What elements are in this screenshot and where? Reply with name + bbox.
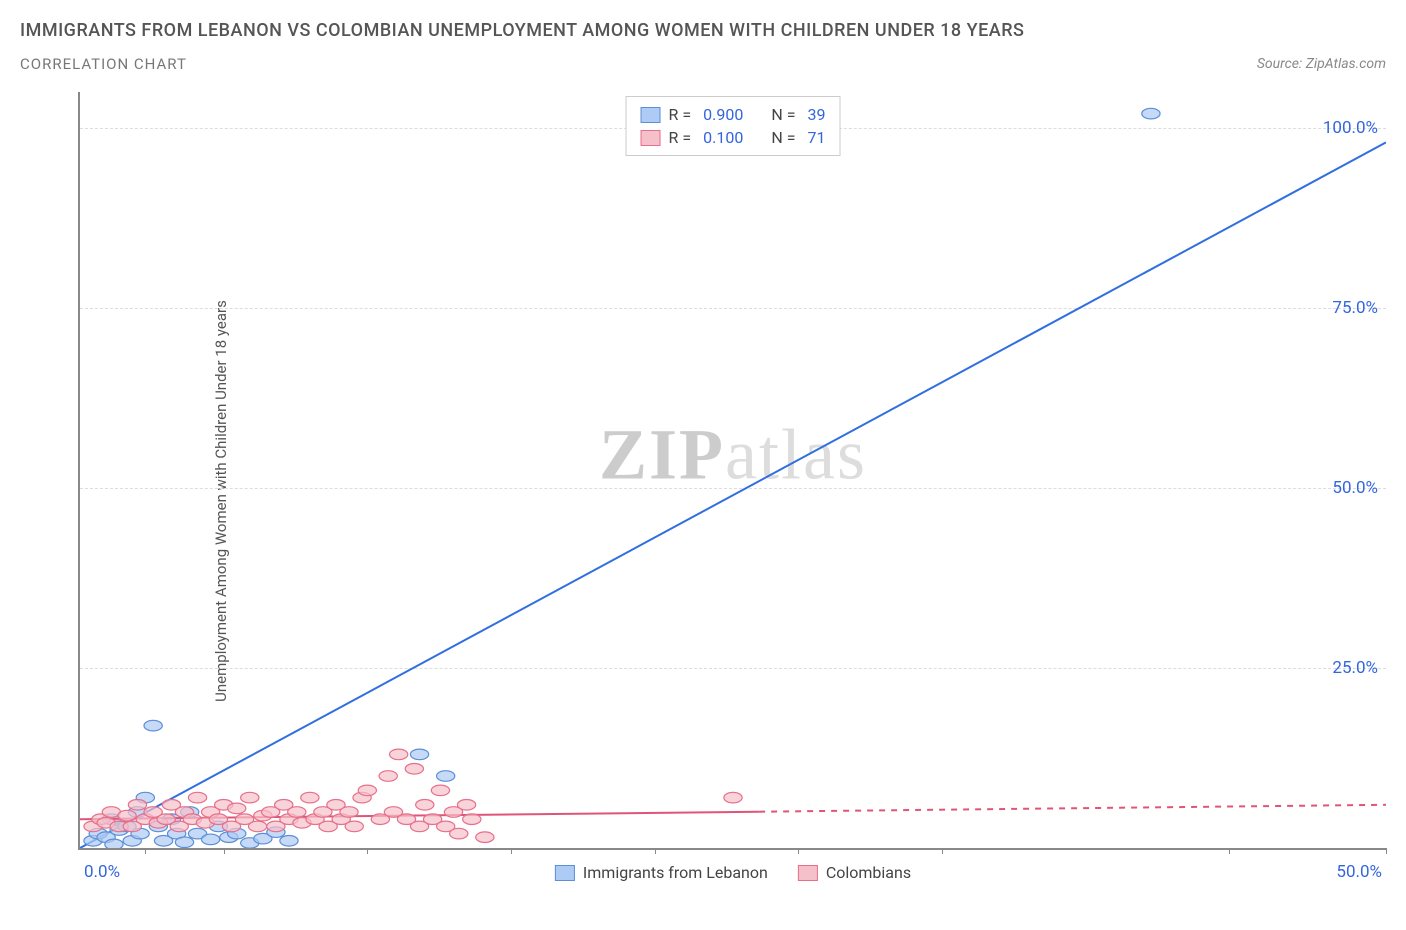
chart-title: IMMIGRANTS FROM LEBANON VS COLOMBIAN UNE… xyxy=(20,20,1386,41)
legend-item-lebanon: Immigrants from Lebanon xyxy=(555,863,768,882)
legend-row-lebanon: R = 0.900 N = 39 xyxy=(641,103,826,126)
chart-subtitle: CORRELATION CHART xyxy=(20,55,187,73)
r-value-colombians: 0.100 xyxy=(703,128,743,147)
swatch-lebanon-icon xyxy=(555,865,575,881)
n-value-lebanon: 39 xyxy=(807,105,825,124)
x-tick xyxy=(655,848,656,854)
chart-container: Unemployment Among Women with Children U… xyxy=(20,92,1386,910)
x-tick xyxy=(367,848,368,854)
r-value-lebanon: 0.900 xyxy=(703,105,743,124)
x-tick xyxy=(942,848,943,854)
legend-row-colombians: R = 0.100 N = 71 xyxy=(641,126,826,149)
x-tick xyxy=(1229,848,1230,854)
x-axis-min-label: 0.0% xyxy=(84,862,120,882)
swatch-colombians xyxy=(641,130,661,146)
plot-area: ZIPatlas R = 0.900 N = 39 R = 0.100 N = … xyxy=(78,92,1386,850)
scatter-svg xyxy=(80,92,1386,848)
series-legend: Immigrants from Lebanon Colombians xyxy=(555,863,911,882)
swatch-lebanon xyxy=(641,107,661,123)
x-tick xyxy=(798,848,799,854)
legend-item-colombians: Colombians xyxy=(798,863,911,882)
legend-label-lebanon: Immigrants from Lebanon xyxy=(583,863,768,882)
correlation-legend: R = 0.900 N = 39 R = 0.100 N = 71 xyxy=(626,96,841,156)
n-value-colombians: 71 xyxy=(807,128,825,147)
header: IMMIGRANTS FROM LEBANON VS COLOMBIAN UNE… xyxy=(0,0,1406,73)
x-tick xyxy=(1386,848,1387,854)
x-axis-max-label: 50.0% xyxy=(1336,862,1382,882)
x-tick xyxy=(511,848,512,854)
legend-label-colombians: Colombians xyxy=(826,863,911,882)
subtitle-row: CORRELATION CHART Source: ZipAtlas.com xyxy=(20,55,1386,73)
x-tick xyxy=(224,848,225,854)
swatch-colombians-icon xyxy=(798,865,818,881)
source-attribution: Source: ZipAtlas.com xyxy=(1257,56,1386,72)
x-tick xyxy=(145,848,146,854)
